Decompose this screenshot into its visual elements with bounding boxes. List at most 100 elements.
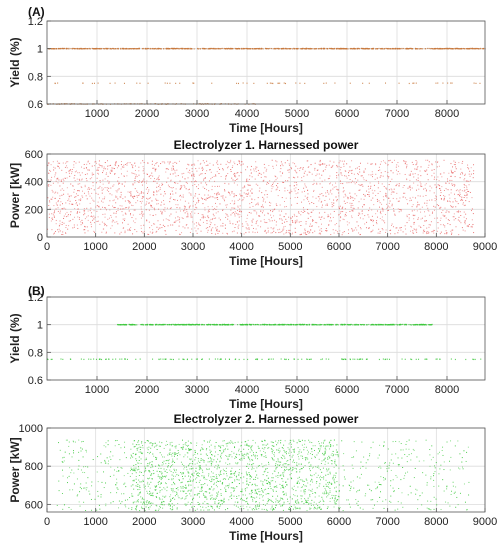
scatter-point <box>431 163 433 165</box>
scatter-point <box>107 175 109 177</box>
scatter-point <box>160 358 162 360</box>
scatter-point <box>186 216 188 218</box>
scatter-point <box>390 233 392 235</box>
scatter-point <box>361 213 363 215</box>
scatter-point <box>416 206 418 208</box>
scatter-point <box>86 216 88 218</box>
scatter-point <box>163 48 165 50</box>
scatter-point <box>425 474 427 476</box>
scatter-point <box>218 507 220 509</box>
scatter-point <box>258 215 260 217</box>
scatter-point <box>94 216 96 218</box>
scatter-point <box>111 167 113 169</box>
scatter-point <box>303 175 305 177</box>
scatter-point <box>185 224 187 226</box>
scatter-point <box>113 168 115 170</box>
scatter-point <box>121 183 123 185</box>
scatter-point <box>146 324 148 326</box>
scatter-point <box>110 169 112 171</box>
scatter-point <box>147 233 149 235</box>
scatter-point <box>313 190 315 192</box>
scatter-point <box>419 48 421 50</box>
scatter-point <box>289 229 291 231</box>
scatter-point <box>288 358 290 361</box>
scatter-point <box>254 178 256 180</box>
scatter-point <box>82 48 84 50</box>
scatter-point <box>172 47 174 50</box>
scatter-point <box>155 456 157 458</box>
scatter-point <box>426 227 428 229</box>
scatter-point <box>231 324 233 326</box>
scatter-point <box>242 195 244 197</box>
scatter-point <box>301 201 303 203</box>
scatter-point <box>329 220 331 222</box>
scatter-point <box>250 447 252 449</box>
scatter-point <box>252 227 254 229</box>
scatter-point <box>408 219 410 221</box>
scatter-point <box>158 358 160 361</box>
scatter-point <box>157 48 159 50</box>
scatter-point <box>141 196 143 198</box>
scatter-point <box>73 224 75 226</box>
scatter-point <box>363 193 365 195</box>
scatter-point <box>152 214 154 216</box>
x-tick-label: 4000 <box>235 108 259 120</box>
scatter-point <box>194 180 196 182</box>
scatter-point <box>77 216 79 218</box>
scatter-point <box>352 200 354 202</box>
scatter-point <box>446 233 448 235</box>
scatter-point <box>85 48 87 50</box>
scatter-point <box>190 216 192 218</box>
scatter-point <box>92 199 94 201</box>
scatter-point <box>288 233 290 235</box>
scatter-point <box>78 190 80 192</box>
scatter-point <box>372 197 374 199</box>
scatter-point <box>143 162 145 164</box>
scatter-point <box>310 163 312 165</box>
scatter-point <box>294 215 296 217</box>
scatter-point <box>61 47 63 50</box>
scatter-point <box>286 221 288 223</box>
scatter-point <box>385 231 387 233</box>
scatter-point <box>468 223 470 225</box>
scatter-point <box>260 494 262 496</box>
scatter-point <box>195 222 197 224</box>
scatter-point <box>239 468 241 470</box>
scatter-point <box>368 174 370 176</box>
scatter-point <box>188 206 190 208</box>
scatter-point <box>446 210 448 212</box>
scatter-point <box>280 474 282 476</box>
scatter-point <box>194 209 196 211</box>
scatter-point <box>129 324 131 326</box>
scatter-point <box>353 229 355 231</box>
scatter-point <box>318 163 320 165</box>
scatter-point <box>454 176 456 178</box>
scatter-point <box>269 324 271 326</box>
scatter-point <box>325 192 327 194</box>
scatter-point <box>458 190 460 192</box>
scatter-point <box>449 175 451 177</box>
scatter-point <box>190 164 192 166</box>
scatter-point <box>161 323 163 326</box>
scatter-point <box>368 227 370 229</box>
scatter-point <box>303 209 305 211</box>
scatter-point <box>132 164 134 166</box>
scatter-point <box>347 229 349 231</box>
scatter-point <box>332 165 334 167</box>
scatter-point <box>284 47 286 50</box>
scatter-point <box>127 162 129 164</box>
scatter-point <box>78 172 80 174</box>
scatter-point <box>264 221 266 223</box>
scatter-point <box>139 213 141 215</box>
scatter-point <box>464 194 466 196</box>
scatter-point <box>359 184 361 186</box>
scatter-point <box>388 184 390 186</box>
scatter-point <box>207 227 209 229</box>
scatter-point <box>62 208 64 210</box>
scatter-point <box>198 223 200 225</box>
scatter-point <box>374 178 376 180</box>
x-tick-label: 4000 <box>229 241 253 253</box>
scatter-point <box>409 179 411 181</box>
scatter-point <box>215 227 217 229</box>
scatter-point <box>210 228 212 230</box>
